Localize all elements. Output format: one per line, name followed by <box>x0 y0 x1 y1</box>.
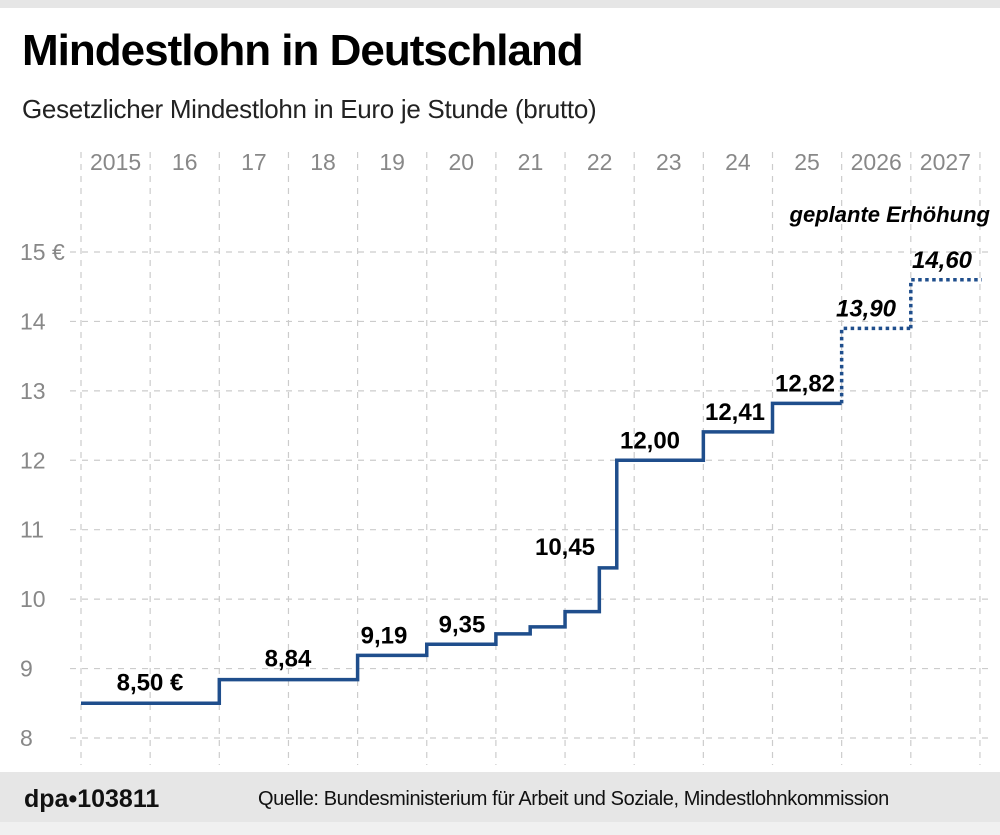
data-label: 13,90 <box>836 295 897 322</box>
x-tick-label: 25 <box>794 149 820 175</box>
data-label: 14,60 <box>912 247 973 274</box>
data-label: 8,50 € <box>117 669 184 696</box>
x-tick-label: 21 <box>518 149 544 175</box>
data-label: 8,84 <box>265 646 312 673</box>
x-tick-label: 24 <box>725 149 751 175</box>
x-tick-label: 22 <box>587 149 613 175</box>
data-label: 12,41 <box>705 399 765 426</box>
data-label: 12,82 <box>775 370 835 397</box>
x-tick-label: 19 <box>379 149 405 175</box>
y-tick-label: 12 <box>20 447 46 473</box>
planned-step-segment <box>909 278 982 329</box>
x-tick-label: 20 <box>449 149 475 175</box>
data-label: 12,00 <box>620 427 680 454</box>
x-tick-label: 2015 <box>90 149 141 175</box>
y-tick-label: 10 <box>20 586 46 612</box>
x-tick-label: 2026 <box>851 149 902 175</box>
wage-step-line <box>81 401 842 706</box>
x-tick-label: 16 <box>172 149 198 175</box>
y-tick-label: 11 <box>20 517 44 543</box>
source-note: Quelle: Bundesministerium für Arbeit und… <box>258 788 889 810</box>
x-tick-label: 18 <box>310 149 336 175</box>
top-bar <box>0 0 1000 8</box>
chart-subtitle: Gesetzlicher Mindestlohn in Euro je Stun… <box>22 94 597 124</box>
footer-band <box>0 772 1000 822</box>
dpa-brand: dpa•103811 <box>24 785 160 813</box>
x-tick-label: 2027 <box>920 149 971 175</box>
data-label: 9,35 <box>439 611 486 638</box>
y-tick-label: 15 € <box>20 239 65 265</box>
y-tick-label: 14 <box>20 308 46 334</box>
y-tick-label: 8 <box>20 725 33 751</box>
x-tick-label: 17 <box>241 149 267 175</box>
data-label: 9,19 <box>361 622 408 649</box>
y-tick-label: 13 <box>20 378 46 404</box>
x-tick-label: 23 <box>656 149 682 175</box>
chart-title: Mindestlohn in Deutschland <box>22 26 584 75</box>
planned-step-segment <box>839 326 911 404</box>
data-label: 10,45 <box>535 534 595 561</box>
y-tick-label: 9 <box>20 656 33 682</box>
planned-increase-note: geplante Erhöhung <box>789 202 991 227</box>
footer-strip <box>0 822 1000 835</box>
